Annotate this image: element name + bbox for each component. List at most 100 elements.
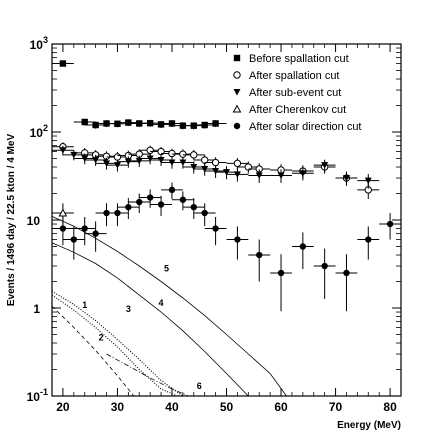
data-point	[146, 146, 154, 154]
data-point	[125, 119, 132, 126]
y-tick-label: 102	[30, 123, 48, 140]
plot-frame	[51, 43, 402, 397]
data-point	[59, 147, 67, 154]
data-point	[124, 158, 132, 166]
data-point	[70, 236, 78, 243]
data-point	[92, 157, 100, 164]
data-point	[201, 165, 209, 173]
legend-marker-3	[232, 104, 242, 113]
model-curve-1	[51, 294, 178, 397]
data-point	[136, 198, 143, 206]
x-tick-label: 40	[165, 400, 179, 414]
model-curves: 1 2 3 4 5 6	[51, 216, 287, 397]
data-point	[201, 209, 208, 217]
data-point	[190, 151, 198, 159]
y-tick-base: 10	[30, 38, 44, 52]
x-tick-label: 50	[220, 400, 234, 414]
data-point	[168, 120, 176, 127]
data-point	[277, 269, 285, 277]
data-point	[299, 243, 307, 250]
data-point	[211, 158, 220, 167]
curve-label-6: 6	[197, 381, 202, 391]
data-point	[114, 209, 121, 217]
data-point	[59, 225, 67, 232]
data-point	[190, 203, 197, 211]
y-tick-base: 1	[33, 302, 40, 316]
data-point	[299, 170, 307, 177]
data-point	[212, 120, 219, 127]
legend-marker-4	[233, 122, 241, 130]
y-tick-base: 10	[27, 390, 41, 404]
y-tick-exponent: -1	[40, 387, 48, 397]
data-point	[59, 60, 67, 67]
data-point	[168, 186, 176, 194]
legend-label-0: Before spallation cut	[249, 53, 349, 65]
data-point	[321, 162, 329, 169]
legend-label-2: After sub-event cut	[249, 87, 341, 99]
curve-label-4: 4	[159, 298, 164, 308]
model-curve-6	[106, 353, 189, 397]
data-point	[212, 225, 219, 232]
data-point	[179, 196, 187, 203]
y-tick-label: 103	[30, 35, 48, 52]
model-curve-3	[51, 290, 184, 397]
curve-label-5: 5	[164, 263, 169, 273]
data-point	[343, 269, 350, 277]
data-point	[114, 120, 121, 127]
data-point	[125, 203, 132, 211]
data-point	[157, 121, 165, 128]
data-point	[386, 220, 394, 228]
data-point	[190, 122, 197, 129]
series-2	[52, 145, 380, 189]
legend-marker-0	[233, 54, 241, 62]
x-tick-label: 80	[383, 400, 397, 414]
data-point	[146, 119, 154, 127]
data-point	[255, 172, 263, 180]
model-curve-4	[51, 242, 249, 397]
y-tick-base: 10	[30, 126, 44, 140]
legend-marker-1	[233, 71, 241, 79]
curve-label-3: 3	[126, 304, 131, 314]
y-tick-label: 10	[27, 214, 41, 228]
legend-marker-2	[233, 89, 241, 96]
x-tick-label: 30	[111, 400, 125, 414]
data-point	[157, 201, 165, 208]
series-4	[52, 182, 401, 312]
data-point	[92, 230, 99, 237]
y-axis-label: Events / 1496 day / 22.5 kton / 4 MeV	[6, 134, 17, 307]
data-point	[135, 157, 143, 165]
legend-label-1: After spallation cut	[249, 70, 340, 82]
legend-label-4: After solar direction cut	[249, 121, 362, 133]
x-tick-label: 60	[274, 400, 288, 414]
data-point	[81, 155, 89, 162]
model-curve-5	[51, 216, 287, 397]
legend: Before spallation cut After spallation cu…	[232, 53, 362, 133]
data-point	[179, 159, 187, 167]
data-point	[223, 169, 230, 176]
data-point	[157, 157, 165, 164]
x-tick-label: 70	[329, 400, 343, 414]
data-point	[146, 155, 154, 162]
y-tick-label: 10-1	[27, 387, 48, 404]
data-point	[113, 162, 121, 169]
data-point	[365, 236, 372, 243]
data-point	[233, 171, 241, 178]
data-point	[168, 149, 176, 158]
data-point	[233, 159, 242, 168]
data-point	[58, 208, 68, 217]
data-point	[364, 177, 372, 185]
data-point	[190, 164, 198, 171]
data-point	[342, 175, 350, 182]
data-point	[234, 236, 241, 243]
y-tick-exponent: 2	[43, 123, 48, 133]
data-point	[103, 160, 111, 167]
data-point	[321, 262, 328, 270]
data-point	[212, 168, 220, 175]
data-point	[70, 151, 78, 159]
series-0	[52, 60, 227, 130]
data-point	[81, 225, 88, 232]
data-point	[201, 121, 208, 129]
legend-label-3: After Cherenkov cut	[249, 104, 346, 116]
